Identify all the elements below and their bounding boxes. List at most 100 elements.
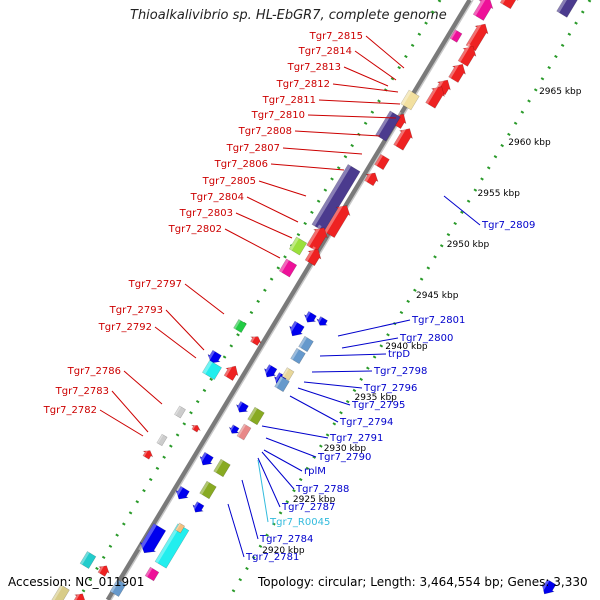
gene-feature[interactable] [205, 349, 223, 367]
gene-feature[interactable] [249, 333, 263, 346]
gene-feature[interactable] [363, 169, 381, 187]
gene-feature[interactable] [322, 201, 353, 238]
gene-feature[interactable] [374, 153, 390, 171]
gene-label[interactable]: Tgr7_2804 [190, 192, 244, 203]
gene-feature[interactable] [400, 89, 420, 111]
gene-label[interactable]: Tgr7_2809 [481, 220, 535, 231]
gene-label[interactable]: Tgr7_2811 [262, 95, 316, 106]
gene-label[interactable]: Tgr7_2790 [317, 452, 371, 463]
gene-label[interactable]: Tgr7_2795 [351, 400, 405, 411]
gene-label[interactable]: Tgr7_2797 [128, 279, 182, 290]
gene-feature[interactable] [50, 584, 70, 600]
gene-feature[interactable] [315, 315, 329, 328]
gene-label[interactable]: Tgr7_2798 [373, 366, 427, 377]
label-leader-line [123, 370, 163, 405]
label-leader-line [303, 381, 363, 389]
gene-feature[interactable] [222, 362, 241, 381]
gene-feature[interactable] [392, 125, 416, 152]
gene-feature[interactable] [499, 0, 522, 10]
gene-label[interactable]: Tgr7_2791 [329, 433, 383, 444]
gene-label[interactable]: Tgr7_2783 [55, 386, 109, 397]
gene-feature[interactable] [449, 29, 463, 43]
gene-label[interactable]: Tgr7_2812 [276, 79, 330, 90]
label-leader-line [99, 409, 144, 437]
gene-label[interactable]: Tgr7_2794 [339, 417, 393, 428]
gene-label[interactable]: Tgr7_2814 [298, 46, 352, 57]
gene-feature[interactable] [141, 448, 155, 461]
gene-feature[interactable] [456, 43, 479, 68]
gene-feature[interactable] [556, 0, 580, 18]
gene-feature[interactable] [202, 360, 222, 380]
gene-feature[interactable] [303, 245, 324, 267]
gene-label[interactable]: Tgr7_2803 [179, 208, 233, 219]
label-leader-line [297, 387, 351, 406]
gene-feature[interactable] [175, 522, 185, 534]
gene-feature[interactable] [144, 566, 160, 582]
gene-feature[interactable] [154, 523, 190, 569]
gene-features [50, 0, 580, 600]
gene-feature[interactable] [464, 20, 491, 52]
gene-label[interactable]: Tgr7_2796 [363, 383, 417, 394]
label-leader-line [258, 180, 307, 197]
gene-feature[interactable] [190, 501, 205, 516]
gene-feature[interactable] [538, 578, 557, 597]
gene-feature[interactable] [281, 367, 295, 381]
gene-feature[interactable] [174, 405, 186, 419]
gene-feature[interactable] [173, 485, 191, 503]
gene-feature[interactable] [434, 76, 454, 96]
gene-feature[interactable] [234, 400, 250, 415]
gene-feature[interactable] [236, 423, 252, 441]
gene-feature[interactable] [305, 224, 331, 253]
gene-feature[interactable] [137, 523, 168, 558]
gene-label[interactable]: Tgr7_2802 [168, 224, 222, 235]
gene-feature[interactable] [72, 591, 87, 600]
gene-label[interactable]: Tgr7_2801 [411, 315, 465, 326]
label-leader-line [241, 479, 259, 540]
gene-label[interactable]: Tgr7_2810 [251, 110, 305, 121]
gene-label[interactable]: Tgr7_2800 [399, 333, 453, 344]
gene-feature[interactable] [471, 0, 496, 22]
gene-label[interactable]: Tgr7_2786 [67, 366, 121, 377]
gene-feature[interactable] [156, 433, 168, 447]
gene-feature[interactable] [79, 551, 97, 569]
gene-label[interactable]: Tgr7_2782 [43, 405, 97, 416]
gene-feature[interactable] [109, 579, 127, 597]
gene-feature[interactable] [298, 335, 314, 353]
gene-label[interactable]: Tgr7_2784 [259, 534, 313, 545]
gene-feature[interactable] [233, 319, 247, 333]
gene-feature[interactable] [190, 423, 202, 433]
gene-feature[interactable] [213, 458, 231, 478]
gene-feature[interactable] [424, 83, 448, 110]
gene-feature[interactable] [227, 424, 241, 437]
gene-feature[interactable] [286, 320, 306, 340]
gene-feature[interactable] [197, 451, 215, 469]
gene-feature[interactable] [199, 480, 217, 500]
gene-feature[interactable] [288, 236, 308, 256]
gene-feature[interactable] [290, 347, 306, 365]
gene-feature[interactable] [447, 60, 469, 83]
gene-label[interactable]: trpD [388, 349, 410, 360]
scale-tick-label: 2930 kbp [324, 444, 367, 454]
gene-label[interactable]: Tgr7_2781 [245, 552, 299, 563]
gene-label[interactable]: Tgr7_2793 [109, 305, 163, 316]
gene-label[interactable]: Tgr7_2807 [226, 143, 280, 154]
gene-feature[interactable] [261, 364, 278, 381]
gene-feature[interactable] [302, 310, 318, 325]
gene-feature[interactable] [247, 406, 265, 426]
gene-label[interactable]: Tgr7_2815 [309, 31, 363, 42]
gene-feature[interactable] [96, 563, 111, 578]
label-leader-line [332, 83, 399, 93]
gene-label[interactable]: Tgr7_2808 [238, 126, 292, 137]
gene-label[interactable]: Tgr7_2806 [214, 159, 268, 170]
gene-feature[interactable] [278, 258, 298, 278]
gene-label[interactable]: Tgr7_R0045 [269, 517, 330, 528]
gene-feature[interactable] [274, 375, 290, 393]
label-leader-line [311, 370, 373, 373]
gene-label[interactable]: Tgr7_2792 [98, 322, 152, 333]
gene-label[interactable]: rplM [304, 466, 326, 477]
gene-label[interactable]: Tgr7_2788 [295, 484, 349, 495]
gene-label[interactable]: Tgr7_2805 [202, 176, 256, 187]
gene-label[interactable]: Tgr7_2787 [281, 502, 335, 513]
gene-label[interactable]: Tgr7_2813 [287, 62, 341, 73]
